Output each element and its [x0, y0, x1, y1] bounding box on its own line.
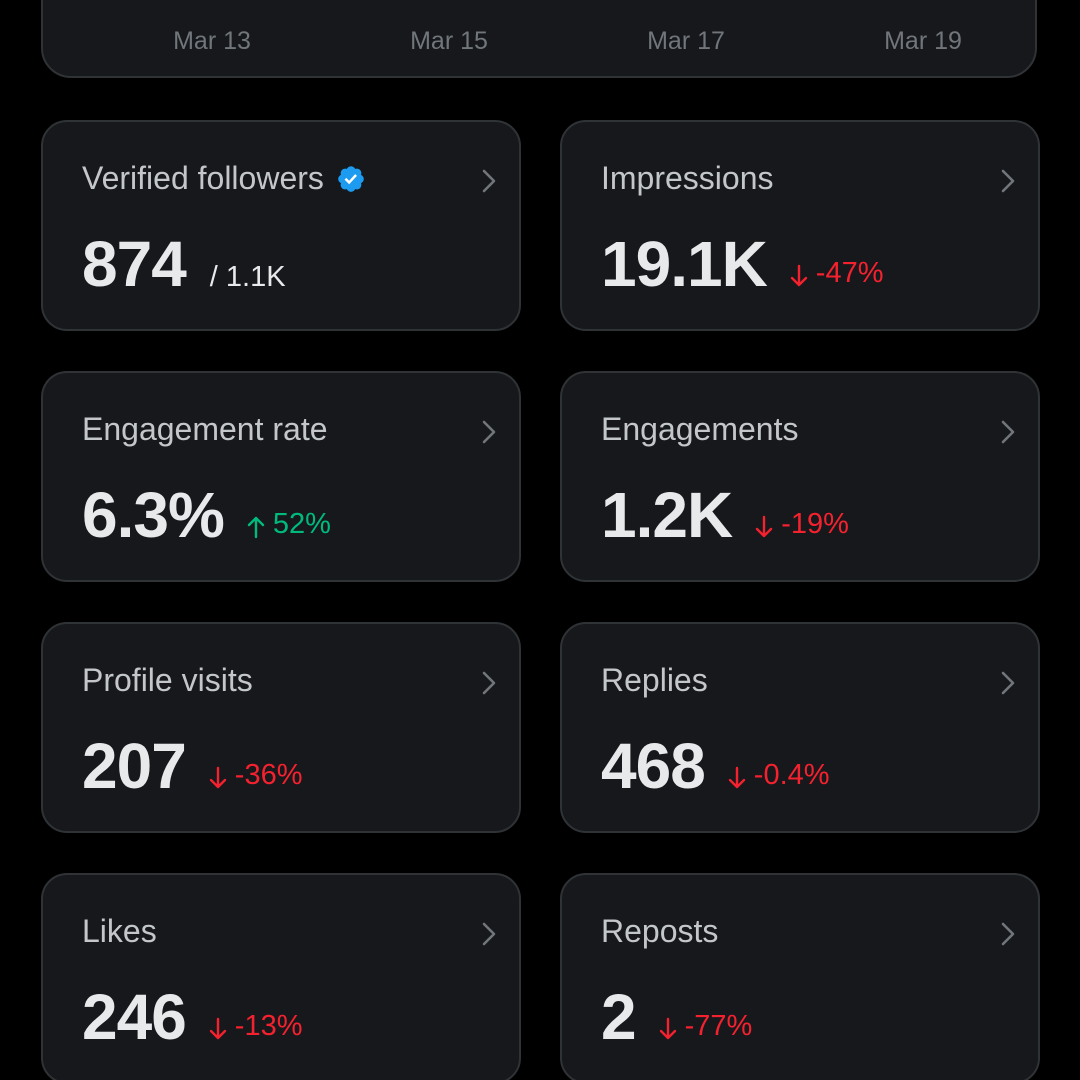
- chevron-right-icon: [482, 922, 496, 946]
- metric-delta: -36%: [208, 758, 303, 792]
- metric-card-likes[interactable]: Likes 246 -13%: [41, 873, 521, 1080]
- metric-value: 207: [82, 730, 187, 802]
- chevron-right-icon: [1001, 420, 1015, 444]
- y-axis-label-partial: g: [126, 0, 160, 2]
- arrow-down-icon: [755, 515, 773, 538]
- metric-value: 6.3%: [82, 479, 225, 551]
- metric-delta: -13%: [208, 1009, 303, 1043]
- chevron-right-icon: [482, 671, 496, 695]
- metric-title-label: Engagements: [601, 411, 799, 447]
- metric-card-replies[interactable]: Replies 468 -0.4%: [560, 622, 1040, 833]
- x-axis-tick: Mar 17: [647, 27, 725, 55]
- metric-delta-value: -47%: [815, 256, 884, 289]
- verified-badge-icon: [338, 165, 364, 192]
- metric-card-engagement-rate[interactable]: Engagement rate 6.3% 52%: [41, 371, 521, 582]
- arrow-down-icon: [209, 1017, 226, 1040]
- metric-title-label: Profile visits: [82, 662, 253, 698]
- metric-value-row: 2 -77%: [601, 980, 752, 1054]
- metric-delta: 52%: [246, 508, 331, 541]
- metric-card-profile-visits[interactable]: Profile visits 207 -36%: [41, 622, 521, 833]
- metric-value: 468: [601, 730, 706, 802]
- metric-value-row: 468 -0.4%: [601, 729, 830, 803]
- x-axis-tick: Mar 13: [173, 27, 251, 55]
- metric-title-label: Reposts: [601, 913, 719, 949]
- metric-title-label: Verified followers: [82, 160, 324, 196]
- metric-value-row: 19.1K -47%: [601, 227, 883, 301]
- metric-value: 1.2K: [601, 479, 733, 551]
- arrow-up-icon: [247, 516, 265, 539]
- metric-title-label: Impressions: [601, 160, 774, 196]
- metric-value-row: 207 -36%: [82, 729, 302, 803]
- metric-delta-value: -77%: [684, 1009, 753, 1042]
- chevron-right-icon: [1001, 671, 1015, 695]
- arrow-down-icon: [659, 1017, 676, 1040]
- metric-delta: -0.4%: [727, 759, 830, 792]
- arrow-down-icon: [790, 264, 807, 287]
- metric-value-row: 874 / 1.1K: [82, 227, 286, 301]
- metric-value-row: 6.3% 52%: [82, 478, 331, 552]
- metric-card-verified-followers[interactable]: Verified followers 874 / 1.1K: [41, 120, 521, 331]
- metric-title-label: Replies: [601, 662, 708, 698]
- metric-delta-value: 52%: [272, 507, 331, 540]
- chevron-right-icon: [482, 420, 496, 444]
- metric-value: 874: [82, 228, 187, 300]
- x-axis-tick: Mar 19: [884, 27, 962, 55]
- metric-value-row: 1.2K -19%: [601, 478, 849, 552]
- x-axis-tick: Mar 15: [410, 27, 488, 55]
- metric-value: 246: [82, 981, 187, 1053]
- arrow-down-icon: [728, 766, 745, 789]
- metric-value: 19.1K: [601, 228, 768, 300]
- metric-title: Likes: [82, 913, 157, 950]
- metric-card-impressions[interactable]: Impressions 19.1K -47%: [560, 120, 1040, 331]
- metric-total: / 1.1K: [209, 261, 286, 293]
- metric-title-label: Engagement rate: [82, 411, 328, 447]
- metric-delta: -77%: [658, 1009, 753, 1043]
- arrow-down-icon: [209, 766, 226, 789]
- metric-title: Verified followers: [82, 160, 366, 197]
- metric-value-row: 246 -13%: [82, 980, 302, 1054]
- metric-delta-value: -0.4%: [753, 758, 830, 791]
- metric-delta-value: -13%: [234, 1009, 303, 1042]
- chevron-right-icon: [1001, 922, 1015, 946]
- metric-title-label: Likes: [82, 913, 157, 949]
- metric-card-reposts[interactable]: Reposts 2 -77%: [560, 873, 1040, 1080]
- metric-title: Reposts: [601, 913, 718, 950]
- metric-title: Impressions: [601, 160, 774, 197]
- chevron-right-icon: [1001, 169, 1015, 193]
- metric-value: 2: [601, 981, 637, 1053]
- metric-title: Engagements: [601, 411, 798, 448]
- metric-delta: -19%: [754, 508, 849, 541]
- metric-delta-value: -36%: [234, 758, 303, 791]
- metric-title: Engagement rate: [82, 411, 328, 448]
- chevron-right-icon: [482, 169, 496, 193]
- metric-delta-value: -19%: [781, 507, 849, 540]
- metric-card-engagements[interactable]: Engagements 1.2K -19%: [560, 371, 1040, 582]
- metric-title: Profile visits: [82, 662, 253, 699]
- chart-card: g Mar 13 Mar 15 Mar 17 Mar 19: [41, 0, 1037, 78]
- metric-title: Replies: [601, 662, 708, 699]
- metric-delta: -47%: [789, 256, 884, 290]
